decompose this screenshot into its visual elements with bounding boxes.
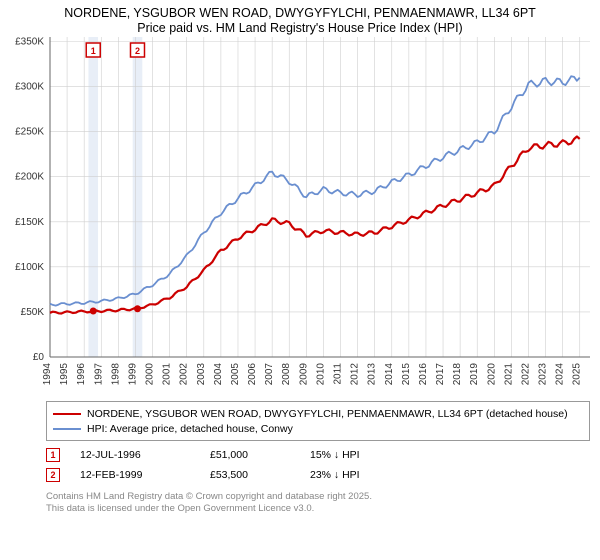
svg-text:2025: 2025 bbox=[572, 363, 583, 386]
svg-text:£250K: £250K bbox=[15, 127, 44, 138]
transaction-marker: 2 bbox=[46, 468, 60, 482]
legend-swatch bbox=[53, 413, 81, 415]
svg-text:2011: 2011 bbox=[333, 363, 344, 385]
svg-text:2006: 2006 bbox=[247, 363, 258, 386]
transaction-row: 1 12-JUL-1996 £51,000 15% ↓ HPI bbox=[46, 445, 590, 465]
svg-text:2017: 2017 bbox=[435, 363, 446, 386]
transaction-price: £51,000 bbox=[210, 449, 290, 461]
svg-text:2003: 2003 bbox=[196, 363, 207, 386]
svg-text:2018: 2018 bbox=[452, 363, 463, 386]
svg-text:2000: 2000 bbox=[145, 363, 156, 386]
svg-text:£100K: £100K bbox=[15, 262, 44, 273]
svg-text:2020: 2020 bbox=[486, 363, 497, 386]
svg-text:1994: 1994 bbox=[42, 363, 53, 386]
svg-text:1997: 1997 bbox=[93, 363, 104, 386]
svg-text:£150K: £150K bbox=[15, 217, 44, 228]
svg-text:2: 2 bbox=[135, 46, 140, 56]
transaction-marker: 1 bbox=[46, 448, 60, 462]
transaction-row: 2 12-FEB-1999 £53,500 23% ↓ HPI bbox=[46, 465, 590, 485]
price-chart: £0 £50K £100K £150K £200K £250K £300K £350K 1994… bbox=[0, 37, 600, 397]
transaction-delta: 23% ↓ HPI bbox=[310, 469, 400, 481]
transaction-delta: 15% ↓ HPI bbox=[310, 449, 400, 461]
transactions-table: 1 12-JUL-1996 £51,000 15% ↓ HPI 2 12-FEB-1999… bbox=[46, 445, 590, 485]
legend-row: NORDENE, YSGUBOR WEN ROAD, DWYGYFYLCHI, … bbox=[53, 406, 583, 421]
svg-text:£0: £0 bbox=[33, 352, 45, 363]
svg-text:1998: 1998 bbox=[110, 363, 121, 386]
svg-text:2001: 2001 bbox=[162, 363, 173, 386]
transaction-date: 12-JUL-1996 bbox=[80, 449, 190, 461]
svg-text:2005: 2005 bbox=[230, 363, 241, 386]
footer-attribution: Contains HM Land Registry data © Crown c… bbox=[46, 491, 590, 515]
svg-text:2013: 2013 bbox=[367, 363, 378, 386]
transaction-date: 12-FEB-1999 bbox=[80, 469, 190, 481]
footer-line1: Contains HM Land Registry data © Crown c… bbox=[46, 491, 590, 503]
svg-text:2007: 2007 bbox=[264, 363, 275, 386]
title-subtitle: Price paid vs. HM Land Registry's House … bbox=[10, 21, 590, 35]
svg-text:1996: 1996 bbox=[76, 363, 87, 386]
legend-label: NORDENE, YSGUBOR WEN ROAD, DWYGYFYLCHI, … bbox=[87, 408, 568, 420]
svg-text:£50K: £50K bbox=[21, 307, 45, 318]
svg-text:2024: 2024 bbox=[555, 363, 566, 386]
svg-text:2012: 2012 bbox=[350, 363, 361, 386]
legend-row: HPI: Average price, detached house, Conw… bbox=[53, 421, 583, 436]
title-address: NORDENE, YSGUBOR WEN ROAD, DWYGYFYLCHI, … bbox=[10, 6, 590, 20]
svg-text:£200K: £200K bbox=[15, 172, 44, 183]
svg-text:2023: 2023 bbox=[538, 363, 549, 386]
svg-text:2016: 2016 bbox=[418, 363, 429, 386]
svg-text:2019: 2019 bbox=[469, 363, 480, 386]
legend-swatch bbox=[53, 428, 81, 430]
svg-text:2009: 2009 bbox=[298, 363, 309, 386]
svg-text:1999: 1999 bbox=[127, 363, 138, 386]
svg-text:2008: 2008 bbox=[281, 363, 292, 386]
svg-text:2010: 2010 bbox=[315, 363, 326, 386]
chart-canvas: £0 £50K £100K £150K £200K £250K £300K £350K 1994… bbox=[0, 37, 600, 397]
chart-title: NORDENE, YSGUBOR WEN ROAD, DWYGYFYLCHI, … bbox=[0, 0, 600, 37]
legend: NORDENE, YSGUBOR WEN ROAD, DWYGYFYLCHI, … bbox=[46, 401, 590, 441]
svg-text:£350K: £350K bbox=[15, 37, 44, 48]
legend-label: HPI: Average price, detached house, Conw… bbox=[87, 423, 293, 435]
svg-text:2021: 2021 bbox=[503, 363, 514, 386]
svg-text:2015: 2015 bbox=[401, 363, 412, 386]
svg-text:2014: 2014 bbox=[384, 363, 395, 386]
svg-text:1: 1 bbox=[91, 46, 96, 56]
footer-line2: This data is licensed under the Open Gov… bbox=[46, 503, 590, 515]
svg-text:2022: 2022 bbox=[520, 363, 531, 386]
svg-text:1995: 1995 bbox=[59, 363, 70, 386]
transaction-price: £53,500 bbox=[210, 469, 290, 481]
svg-text:£300K: £300K bbox=[15, 82, 44, 93]
svg-text:2004: 2004 bbox=[213, 363, 224, 386]
svg-text:2002: 2002 bbox=[179, 363, 190, 386]
